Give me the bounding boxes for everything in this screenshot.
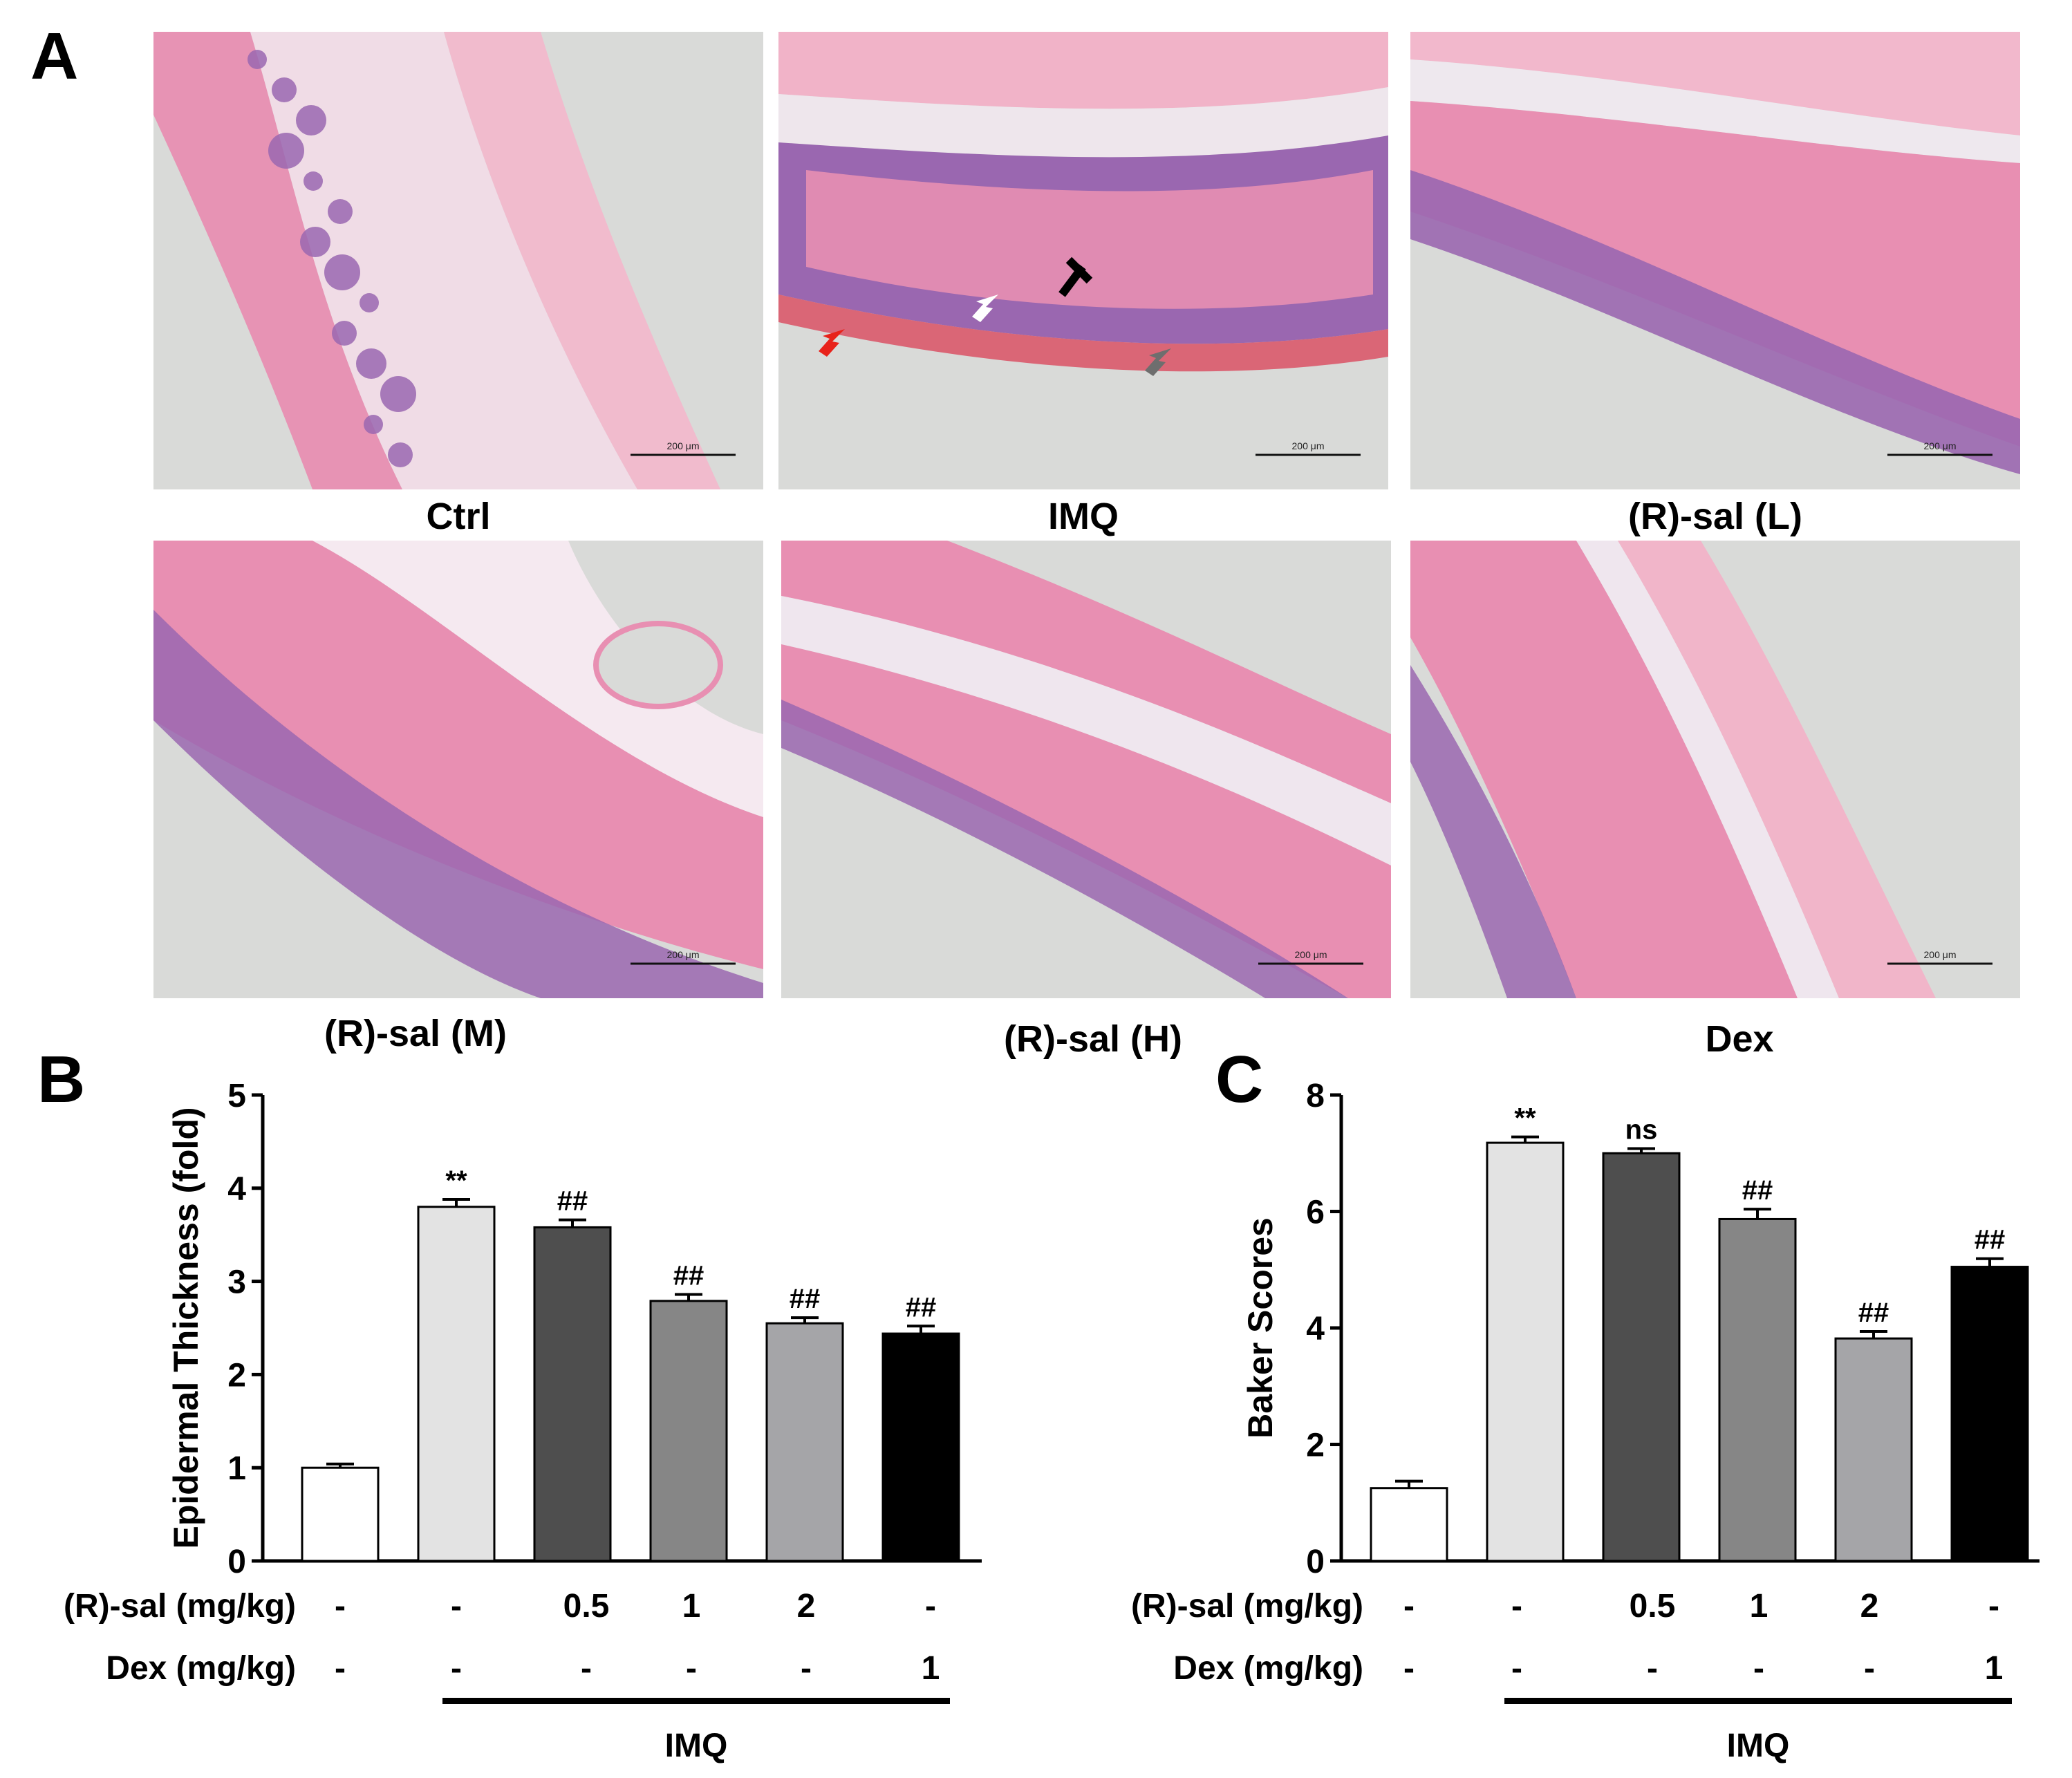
bar [1718,1217,1797,1562]
micrograph-4: 200 μm [153,541,763,998]
scale-bar-label: 200 μm [1924,440,1957,451]
scale-bar-label: 200 μm [1295,949,1327,960]
bar [1950,1266,2029,1562]
y-tick-label: 2 [1306,1428,1325,1464]
dex-dose-value: - [1864,1650,1875,1687]
dex-dose-value: - [801,1650,812,1687]
significance-label: ## [1742,1175,1773,1206]
imq-bracket-line [1504,1698,2012,1704]
dex-dose-value: - [451,1650,462,1687]
bar [1834,1337,1913,1562]
bar [1370,1487,1448,1562]
rsal-dose-label: (R)-sal (mg/kg) [64,1588,296,1625]
significance-label: ** [1514,1103,1536,1134]
dex-dose-value: - [581,1650,592,1687]
imq-group-label: IMQ [1726,1728,1790,1764]
bar [765,1322,844,1562]
scale-bar-label: 200 μm [667,440,700,451]
micrograph-1: 200 μm [153,32,763,489]
rsal-dose-label: (R)-sal (mg/kg) [1131,1588,1363,1625]
y-tick-label: 4 [1306,1311,1325,1347]
y-axis-label: Epidermal Thickness (fold) [167,1107,205,1548]
significance-label: ** [445,1166,467,1196]
y-tick-label: 1 [227,1450,246,1487]
bar [533,1226,612,1562]
imq-bracket-line [442,1698,950,1704]
significance-label: ns [1625,1115,1658,1145]
panel-label-c: C [1215,1042,1264,1116]
dex-dose-value: 1 [921,1650,940,1687]
significance-label: ## [1858,1298,1889,1328]
rsal-dose-value: 0.5 [563,1588,610,1625]
imq-group-label: IMQ [664,1728,728,1764]
significance-label: ## [1975,1225,2006,1255]
chart-baker-scores: 0 2 4 6 8 Baker Scores ** ns ## ## ## [1241,1078,2040,1576]
rsal-dose-value: - [335,1588,346,1625]
dex-dose-value: - [335,1650,346,1687]
rsal-dose-value: 2 [1860,1588,1879,1625]
panel-label-b: B [37,1042,86,1116]
micrograph-caption: (R)-sal (L) [1628,496,1802,537]
scale-bar-label: 200 μm [667,949,700,960]
bar [649,1300,728,1562]
rsal-dose-value: - [1511,1588,1522,1625]
dex-dose-value: 1 [1984,1650,2004,1687]
y-tick-label: 5 [227,1078,246,1114]
rsal-dose-value: 2 [796,1588,816,1625]
rsal-dose-value: 1 [1749,1588,1768,1625]
panel-label-a: A [30,19,79,93]
micrograph-6: 200 μm [1410,541,2020,998]
rsal-dose-value: - [451,1588,462,1625]
rsal-dose-value: 1 [682,1588,701,1625]
y-tick-label: 8 [1306,1078,1325,1114]
bar [881,1332,960,1562]
micrograph-2: 200 μm [778,32,1388,489]
bar [417,1206,496,1562]
micrograph-5: 200 μm [781,541,1391,998]
bar [1602,1152,1681,1562]
micrograph-caption: (R)-sal (M) [324,1013,507,1054]
chart-epidermal-thickness: 0 1 2 3 4 5 Epidermal Thickness (fold) ** ## ## ##… [167,1078,982,1576]
micrograph-caption: (R)-sal (H) [1004,1018,1182,1060]
significance-label: ## [557,1186,588,1217]
scale-bar-label: 200 μm [1924,949,1957,960]
y-axis-label: Baker Scores [1241,1217,1280,1439]
significance-label: ## [790,1284,821,1314]
micrograph-caption: IMQ [1048,496,1119,537]
rsal-dose-value: 0.5 [1629,1588,1676,1625]
y-tick-label: 0 [227,1544,246,1576]
dex-dose-value: - [1403,1650,1415,1687]
significance-label: ## [906,1292,937,1322]
dex-dose-label: Dex (mg/kg) [1173,1650,1363,1687]
y-tick-label: 3 [227,1264,246,1301]
rsal-dose-value: - [1988,1588,1999,1625]
dex-dose-value: - [1647,1650,1658,1687]
bar [301,1466,380,1562]
micrograph-3: 200 μm [1410,32,2020,489]
dex-dose-value: - [686,1650,697,1687]
bar [1486,1141,1565,1562]
rsal-dose-value: - [925,1588,936,1625]
significance-label: ## [673,1260,704,1291]
micrograph-caption: Dex [1705,1018,1774,1060]
rsal-dose-value: - [1403,1588,1415,1625]
dex-dose-label: Dex (mg/kg) [106,1650,296,1687]
dex-dose-value: - [1511,1650,1522,1687]
dex-dose-value: - [1753,1650,1764,1687]
y-tick-label: 2 [227,1357,246,1394]
y-tick-label: 4 [227,1171,246,1208]
scale-bar-label: 200 μm [1292,440,1325,451]
y-tick-label: 0 [1306,1544,1325,1576]
y-tick-label: 6 [1306,1195,1325,1231]
micrograph-caption: Ctrl [426,496,491,537]
